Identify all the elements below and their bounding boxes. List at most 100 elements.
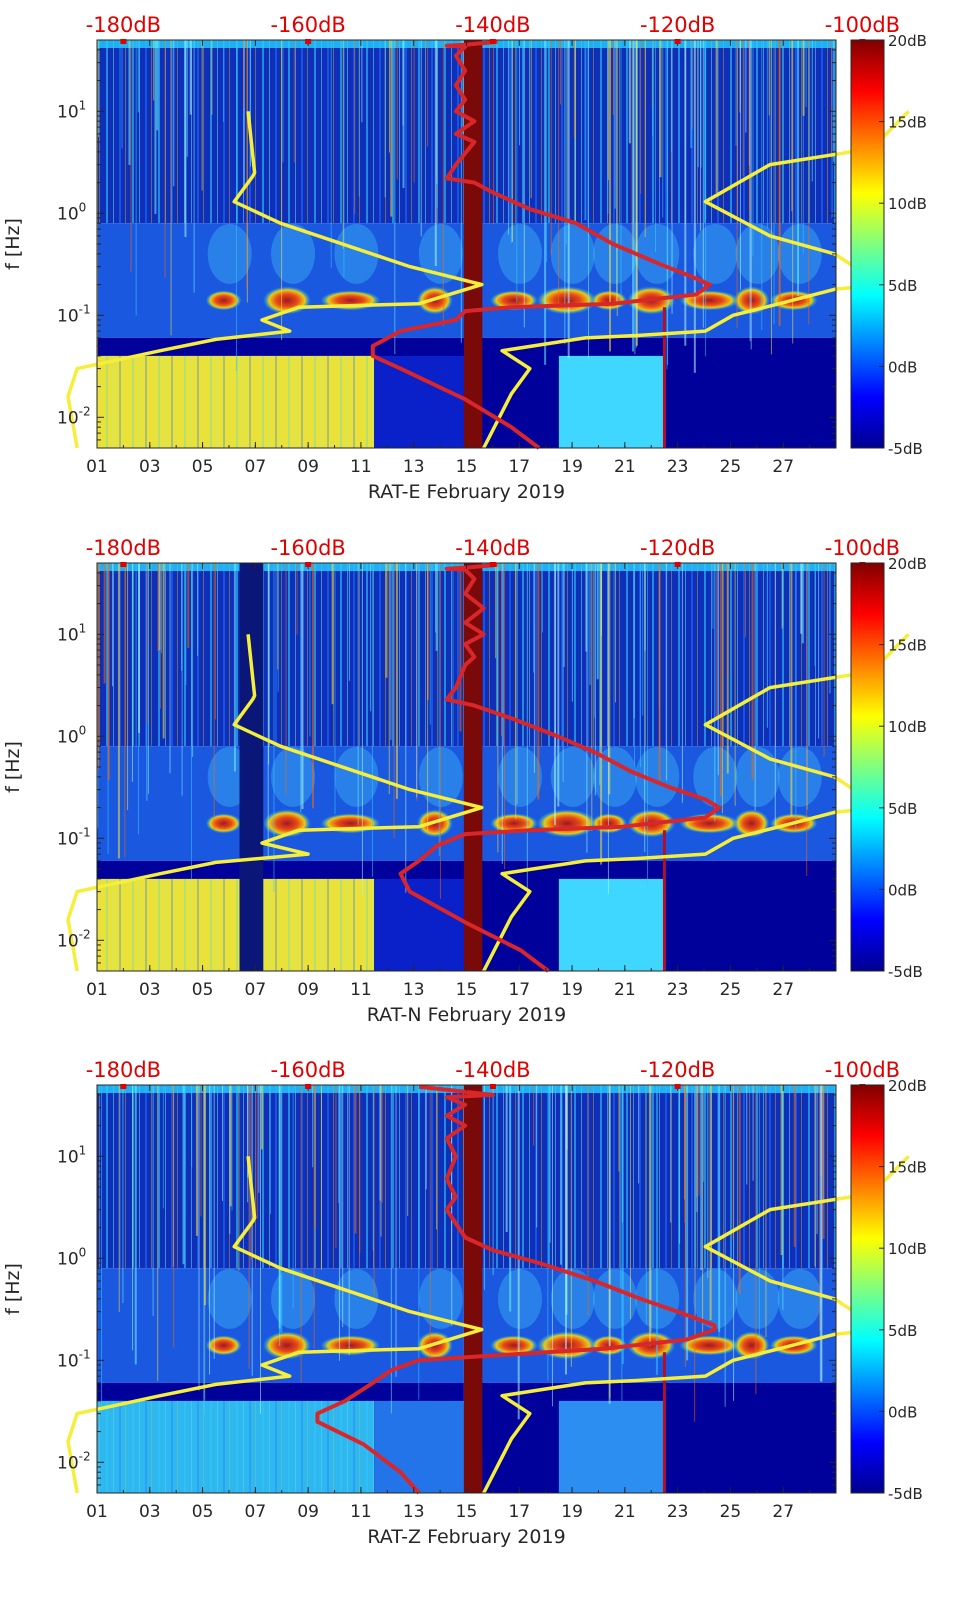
yellow-noise-model-curve	[482, 110, 910, 449]
x-tick-label: 23	[667, 457, 689, 477]
x-tick-label: 11	[350, 1502, 372, 1522]
top-db-tick-label: -180dB	[86, 536, 161, 560]
x-tick-label: 17	[508, 980, 530, 1000]
x-axis-label: RAT-Z February 2019	[367, 1526, 565, 1548]
x-tick-label: 23	[667, 1502, 689, 1522]
y-tick-label: 10-2	[57, 1449, 91, 1473]
colorbar: 20dB 15dB 10dB 5dB 0dB -5dB	[850, 32, 927, 458]
x-tick-label: 27	[772, 980, 794, 1000]
x-tick-label: 09	[297, 980, 319, 1000]
y-tick-label: 100	[57, 723, 86, 747]
colorbar-tick-label: 5dB	[888, 800, 917, 818]
x-axis-label: RAT-N February 2019	[367, 1004, 567, 1026]
y-tick-label: 101	[57, 1143, 86, 1167]
top-db-tick-label: -120dB	[640, 536, 715, 560]
x-tick-label: 27	[772, 457, 794, 477]
y-tick-label: 101	[57, 98, 86, 122]
top-db-tick-label: -140dB	[455, 13, 530, 37]
y-axis-label: f [Hz]	[2, 741, 24, 793]
x-tick-label: 03	[139, 1502, 161, 1522]
spectrogram-panel-1: 01 03 05 07 09 11 13 15 17 19 21 23 25 27 10-2 10-1 100 1…	[2, 13, 927, 503]
colorbar-tick-label: 5dB	[888, 277, 917, 295]
x-tick-label: 13	[403, 1502, 425, 1522]
x-tick-label: 19	[561, 1502, 583, 1522]
x-tick-label: 25	[720, 457, 742, 477]
x-tick-label: 21	[614, 980, 636, 1000]
x-tick-label: 21	[614, 457, 636, 477]
top-db-tick-label: -160dB	[270, 536, 345, 560]
x-tick-label: 13	[403, 980, 425, 1000]
x-tick-label: 11	[350, 457, 372, 477]
y-tick-label: 100	[57, 200, 86, 224]
colorbar-tick-label: -5dB	[888, 1485, 923, 1503]
yellow-noise-model-curve	[482, 1155, 910, 1494]
top-db-tick-label: -140dB	[455, 1058, 530, 1082]
top-db-tick-label: -180dB	[86, 1058, 161, 1082]
x-tick-label: 19	[561, 980, 583, 1000]
top-db-tick-label: -160dB	[270, 13, 345, 37]
yellow-noise-model-curve	[482, 633, 910, 972]
x-tick-label: 05	[192, 1502, 214, 1522]
x-tick-label: 03	[139, 457, 161, 477]
x-tick-label: 15	[456, 457, 478, 477]
top-db-tick-label: -100dB	[825, 1058, 900, 1082]
top-db-tick-label: -180dB	[86, 13, 161, 37]
colorbar-tick-label: 10dB	[888, 1240, 927, 1258]
x-tick-label: 01	[86, 457, 108, 477]
yellow-noise-model-curve	[66, 1156, 484, 1494]
x-tick-label: 15	[456, 1502, 478, 1522]
x-tick-label: 23	[667, 980, 689, 1000]
x-tick-label: 09	[297, 1502, 319, 1522]
x-tick-label: 07	[245, 980, 267, 1000]
y-axis-label: f [Hz]	[2, 218, 24, 270]
top-db-tick-label: -120dB	[640, 13, 715, 37]
colorbar: 20dB 15dB 10dB 5dB 0dB -5dB	[850, 555, 927, 981]
yellow-noise-model-curve	[66, 111, 484, 449]
x-tick-label: 17	[508, 457, 530, 477]
colorbar-tick-label: 5dB	[888, 1322, 917, 1340]
x-tick-label: 01	[86, 980, 108, 1000]
x-tick-label: 25	[720, 1502, 742, 1522]
x-tick-label: 03	[139, 980, 161, 1000]
colorbar-tick-label: -5dB	[888, 440, 923, 458]
colorbar-tick-label: 15dB	[888, 114, 927, 132]
x-axis-label: RAT-E February 2019	[368, 481, 565, 503]
spectrogram-image	[97, 1085, 836, 1493]
colorbar-tick-label: 0dB	[888, 881, 917, 899]
top-db-tick-label: -160dB	[270, 1058, 345, 1082]
colorbar-tick-label: 0dB	[888, 1403, 917, 1421]
top-db-tick-label: -140dB	[455, 536, 530, 560]
y-tick-label: 100	[57, 1245, 86, 1269]
colorbar: 20dB 15dB 10dB 5dB 0dB -5dB	[850, 1077, 927, 1503]
x-tick-label: 17	[508, 1502, 530, 1522]
x-tick-label: 07	[245, 1502, 267, 1522]
y-tick-label: 10-1	[57, 302, 91, 326]
y-axis-label: f [Hz]	[2, 1263, 24, 1315]
data-gap-band	[463, 563, 483, 971]
y-tick-label: 101	[57, 621, 86, 645]
colorbar-tick-label: 10dB	[888, 195, 927, 213]
colorbar-tick-label: -5dB	[888, 963, 923, 981]
y-tick-label: 10-2	[57, 927, 91, 951]
x-tick-label: 11	[350, 980, 372, 1000]
y-tick-label: 10-1	[57, 1347, 91, 1371]
colorbar-tick-label: 20dB	[888, 32, 927, 50]
yellow-noise-model-curve	[66, 634, 484, 972]
spectrogram-panel-2: 01 03 05 07 09 11 13 15 17 19 21 23 25 27 10-2 10-1 100 1…	[2, 536, 927, 1026]
x-tick-label: 15	[456, 980, 478, 1000]
colorbar-tick-label: 20dB	[888, 555, 927, 573]
data-gap-band	[463, 40, 483, 448]
x-tick-label: 01	[86, 1502, 108, 1522]
y-tick-label: 10-1	[57, 825, 91, 849]
colorbar-tick-label: 0dB	[888, 358, 917, 376]
x-tick-label: 21	[614, 1502, 636, 1522]
x-tick-label: 19	[561, 457, 583, 477]
x-tick-label: 07	[245, 457, 267, 477]
spectrogram-panel-3: 01 03 05 07 09 11 13 15 17 19 21 23 25 27 10-2 10-1 100 1…	[2, 1058, 927, 1548]
colorbar-tick-label: 10dB	[888, 718, 927, 736]
x-tick-label: 13	[403, 457, 425, 477]
x-tick-label: 05	[192, 980, 214, 1000]
colorbar-tick-label: 20dB	[888, 1077, 927, 1095]
colorbar-tick-label: 15dB	[888, 637, 927, 655]
